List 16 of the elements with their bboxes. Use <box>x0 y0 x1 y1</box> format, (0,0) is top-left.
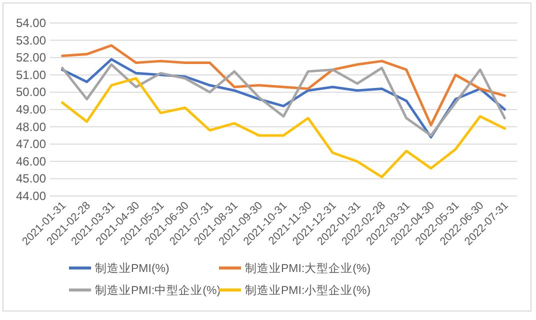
y-tick-label: 52.00 <box>16 50 46 65</box>
legend-label: 制造业PMI:小型企业(%) <box>245 284 371 297</box>
y-tick-label: 50.00 <box>16 85 46 100</box>
line-series <box>61 44 506 126</box>
legend-label: 制造业PMI(%) <box>95 262 170 275</box>
line-series <box>61 77 506 178</box>
y-tick-label: 51.00 <box>16 68 46 82</box>
y-tick-label: 54.00 <box>16 16 46 30</box>
y-tick-label: 46.00 <box>16 154 46 168</box>
y-tick-label: 48.00 <box>16 120 46 134</box>
y-tick-label: 44.00 <box>16 189 46 203</box>
legend-label: 制造业PMI:大型企业(%) <box>245 262 371 275</box>
y-tick-label: 45.00 <box>16 172 46 186</box>
y-tick-label: 47.00 <box>16 137 46 152</box>
y-tick-label: 53.00 <box>16 33 46 48</box>
y-tick-label: 49.00 <box>16 102 46 116</box>
